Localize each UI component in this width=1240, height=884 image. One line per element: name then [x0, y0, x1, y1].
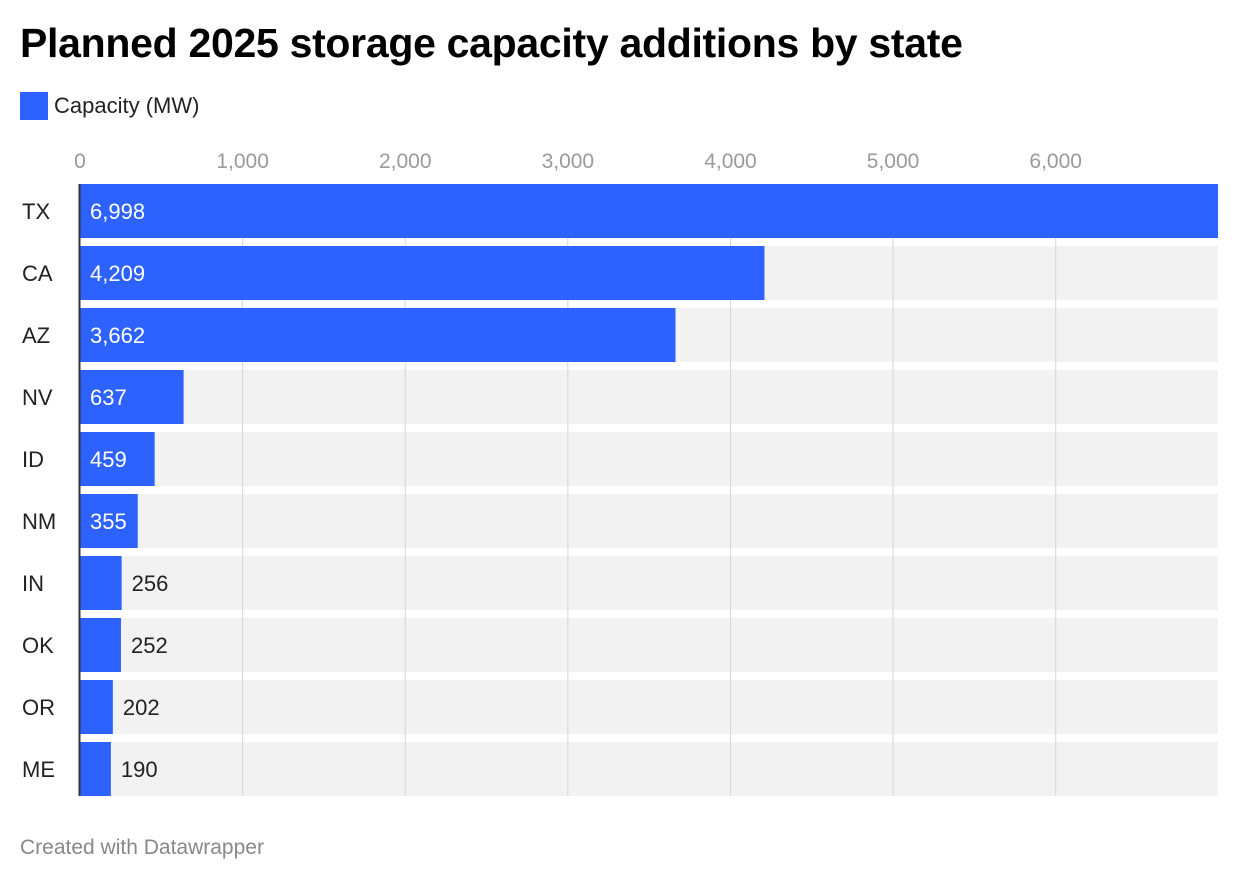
category-label: NM	[22, 509, 56, 534]
category-label: NV	[22, 385, 53, 410]
category-label: OK	[22, 633, 54, 658]
x-tick-label: 5,000	[867, 150, 920, 173]
data-label: 3,662	[90, 323, 145, 348]
data-label: 256	[132, 571, 169, 596]
category-label: AZ	[22, 323, 50, 348]
bar-or	[80, 680, 113, 734]
bar-me	[80, 742, 111, 796]
data-label: 252	[131, 633, 168, 658]
x-tick-label: 4,000	[704, 150, 757, 173]
category-label: ID	[22, 447, 44, 472]
bar-ca	[80, 246, 765, 300]
chart-title: Planned 2025 storage capacity additions …	[20, 20, 963, 66]
bar-ok	[80, 618, 121, 672]
category-label: ME	[22, 757, 55, 782]
category-label: TX	[22, 199, 50, 224]
bar-track	[80, 618, 1218, 672]
legend-swatch	[20, 92, 48, 120]
data-label: 4,209	[90, 261, 145, 286]
category-label: IN	[22, 571, 44, 596]
bar-nv	[80, 370, 184, 424]
data-label: 459	[90, 447, 127, 472]
footer-credit: Created with Datawrapper	[20, 836, 264, 859]
x-tick-label: 6,000	[1029, 150, 1082, 173]
x-tick-label: 1,000	[216, 150, 269, 173]
category-label: CA	[22, 261, 53, 286]
data-label: 190	[121, 757, 158, 782]
data-label: 6,998	[90, 199, 145, 224]
bar-tx	[80, 184, 1218, 238]
bar-track	[80, 742, 1218, 796]
bar-track	[80, 680, 1218, 734]
legend-label: Capacity (MW)	[54, 93, 200, 118]
bar-track	[80, 370, 1218, 424]
category-label: OR	[22, 695, 55, 720]
data-label: 202	[123, 695, 160, 720]
bar-id	[80, 432, 155, 486]
bar-az	[80, 308, 676, 362]
x-tick-label: 2,000	[379, 150, 432, 173]
data-label: 637	[90, 385, 127, 410]
bar-track	[80, 494, 1218, 548]
bar-track	[80, 432, 1218, 486]
x-tick-label: 0	[74, 150, 86, 173]
bar-track	[80, 556, 1218, 610]
legend: Capacity (MW)	[20, 92, 199, 120]
data-label: 355	[90, 509, 127, 534]
bar-in	[80, 556, 122, 610]
x-tick-label: 3,000	[542, 150, 595, 173]
bar-nm	[80, 494, 138, 548]
